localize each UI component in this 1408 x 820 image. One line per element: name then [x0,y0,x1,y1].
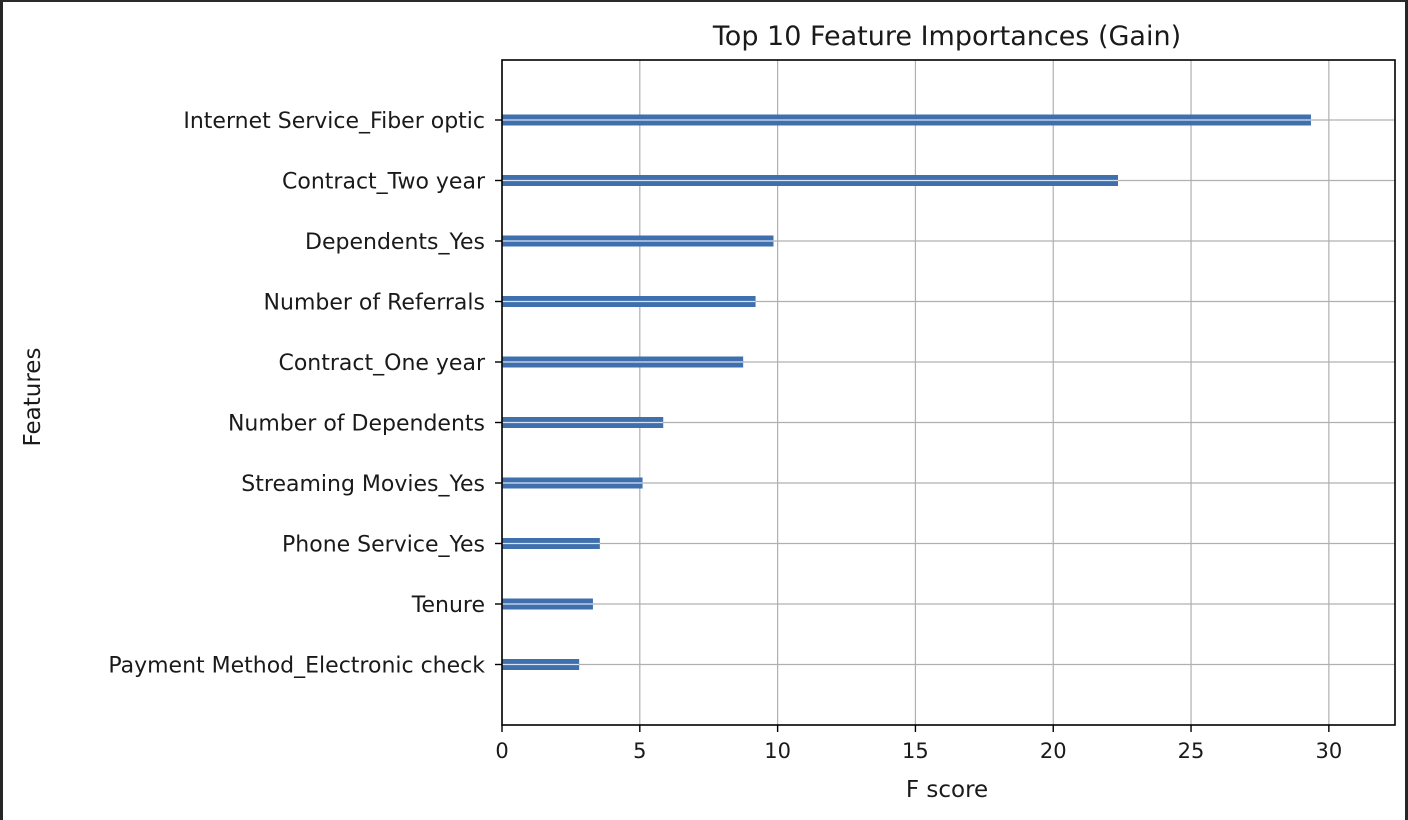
y-tick-label: Tenure [411,593,485,618]
y-tick-label: Phone Service_Yes [282,533,485,558]
x-tick-labels: 0 5 10 15 20 25 30 [495,725,1342,763]
x-tick-label: 0 [495,739,508,763]
plot-area-frame [501,59,1396,726]
y-tick-label: Number of Referrals [264,291,485,316]
x-tick-label: 20 [1040,739,1067,763]
y-tick-label: Dependents_Yes [305,230,485,255]
y-tick-label: Contract_Two year [282,170,486,195]
x-tick-label: 30 [1315,739,1342,763]
x-tick-label: 15 [902,739,929,763]
y-tick-label: Internet Service_Fiber optic [183,109,485,134]
y-tick-label: Payment Method_Electronic check [108,654,485,679]
chart-title: Top 10 Feature Importances (Gain) [712,21,1181,52]
x-tick-label: 25 [1178,739,1205,763]
x-tick-label: 10 [764,739,791,763]
x-axis-label: F score [906,777,988,803]
y-tick-labels: Internet Service_Fiber optic Contract_Two… [108,109,502,679]
x-tick-label: 5 [633,739,646,763]
y-tick-label: Number of Dependents [228,412,485,437]
bars [502,114,1311,670]
grid-lines [501,60,1395,725]
y-axis-label: Features [20,348,46,447]
y-tick-label: Contract_One year [278,351,485,376]
y-tick-label: Streaming Movies_Yes [241,472,485,497]
